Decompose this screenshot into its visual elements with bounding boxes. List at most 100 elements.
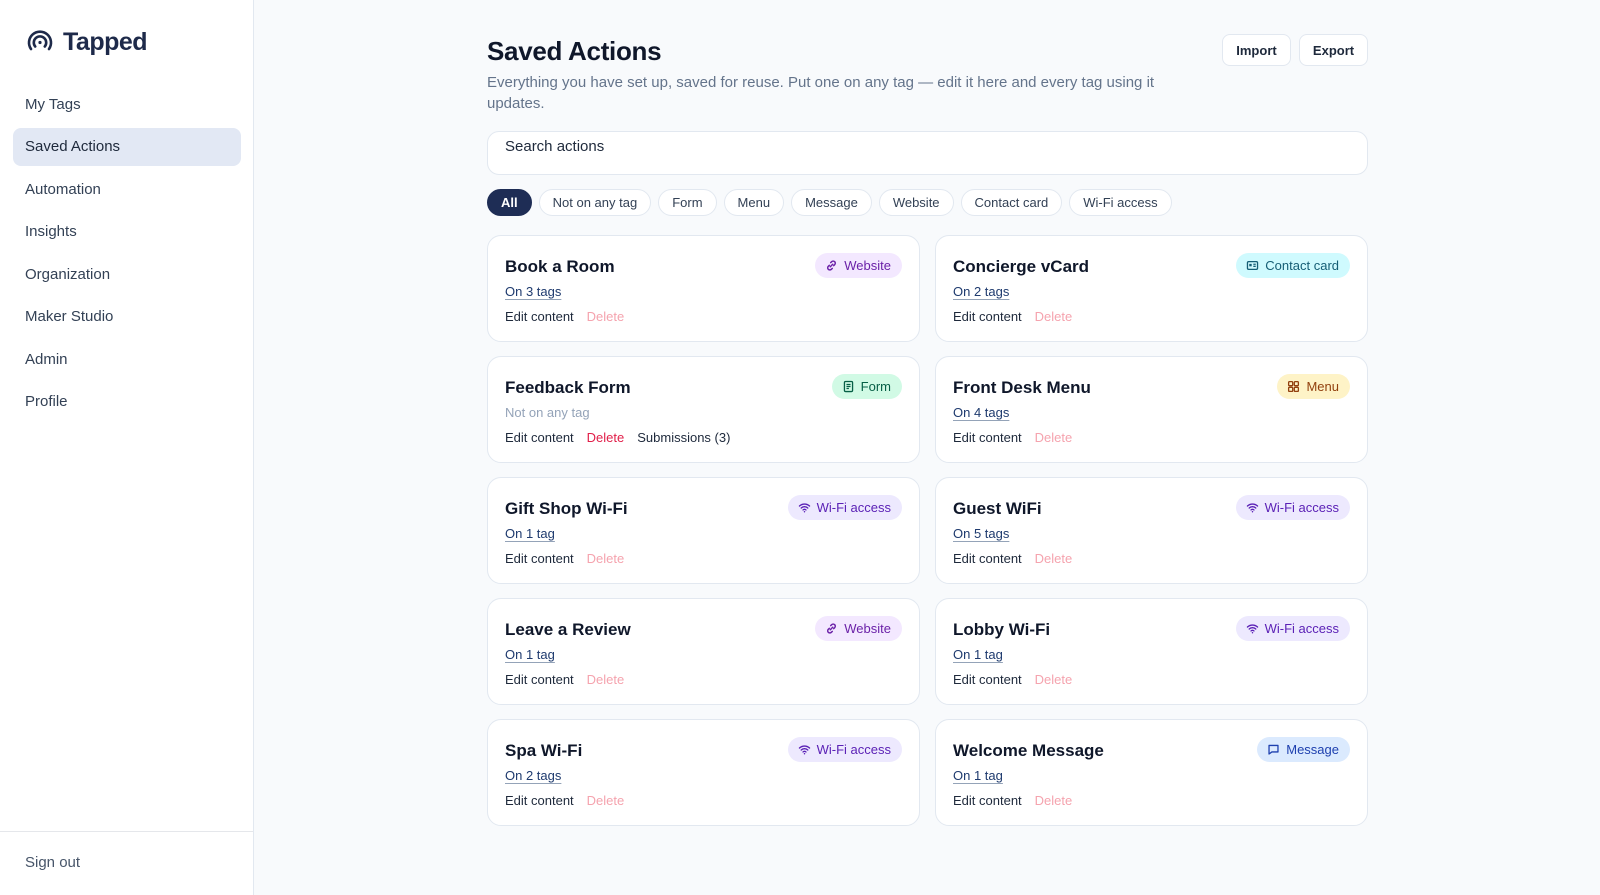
- action-type-label: Wi-Fi access: [1264, 621, 1339, 636]
- action-title: Lobby Wi-Fi: [953, 620, 1051, 639]
- page-description: Everything you have set up, saved for re…: [487, 74, 1155, 112]
- filter-chip-all[interactable]: All: [487, 189, 532, 216]
- filter-chip-form[interactable]: Form: [658, 189, 717, 216]
- action-card: Spa Wi-Fi Wi-Fi access On 2 tags Edit co…: [487, 719, 920, 826]
- delete-button[interactable]: Delete: [586, 430, 625, 445]
- filter-chips: All Not on any tag Form Menu Message Web…: [487, 189, 1172, 216]
- action-tag-count-link[interactable]: On 1 tag: [505, 647, 555, 662]
- action-type-badge: Website: [815, 616, 902, 641]
- import-button[interactable]: Import: [1222, 34, 1291, 66]
- action-tag-count-link[interactable]: On 5 tags: [953, 526, 1010, 541]
- link-icon: [827, 260, 837, 271]
- action-links: Edit content Delete: [953, 551, 1072, 566]
- sidebar-item-saved-actions[interactable]: Saved Actions: [13, 127, 241, 166]
- action-type-badge: Wi-Fi access: [1235, 495, 1350, 520]
- action-tag-count-link[interactable]: On 1 tag: [505, 526, 555, 541]
- action-card: Lobby Wi-Fi Wi-Fi access On 1 tag Edit c…: [935, 598, 1368, 705]
- submissions-button[interactable]: Submissions (3): [637, 430, 731, 445]
- edit-content-button[interactable]: Edit content: [505, 309, 574, 324]
- contact-card-icon: [1247, 260, 1259, 271]
- action-title: Book a Room: [505, 257, 615, 276]
- delete-button[interactable]: Delete: [1034, 430, 1073, 445]
- sidebar-item-profile[interactable]: Profile: [25, 393, 68, 410]
- action-tag-count-link[interactable]: On 4 tags: [953, 405, 1010, 420]
- delete-button[interactable]: Delete: [586, 309, 625, 324]
- action-links: Edit content Delete: [953, 309, 1072, 324]
- action-type-label: Website: [844, 258, 891, 273]
- sidebar-item-organization[interactable]: Organization: [25, 265, 111, 283]
- action-title: Welcome Message: [953, 741, 1104, 760]
- action-title: Front Desk Menu: [953, 378, 1091, 397]
- sidebar-item-admin[interactable]: Admin: [25, 350, 68, 368]
- filter-chip-message[interactable]: Message: [791, 189, 872, 216]
- action-links: Edit content Delete: [505, 309, 624, 324]
- wifi-icon: [1246, 624, 1258, 634]
- filter-chip-website[interactable]: Website: [878, 189, 954, 216]
- action-type-badge: Wi-Fi access: [787, 495, 902, 520]
- search-input[interactable]: [488, 132, 1367, 155]
- search-box: [487, 131, 1368, 175]
- filter-chip-wifi-access[interactable]: Wi-Fi access: [1069, 189, 1172, 216]
- action-card: Guest WiFi Wi-Fi access On 5 tags Edit c…: [935, 477, 1368, 584]
- sidebar: Tapped My Tags Saved Actions Automation …: [0, 0, 254, 895]
- action-card: Book a Room Website On 3 tags Edit conte…: [487, 235, 920, 342]
- action-card: Gift Shop Wi-Fi Wi-Fi access On 1 tag Ed…: [487, 477, 920, 584]
- edit-content-button[interactable]: Edit content: [953, 793, 1022, 808]
- edit-content-button[interactable]: Edit content: [953, 551, 1022, 566]
- edit-content-button[interactable]: Edit content: [505, 551, 574, 566]
- action-tag-count-link[interactable]: On 2 tags: [953, 284, 1010, 299]
- tapped-logo-icon: [27, 29, 53, 50]
- sidebar-item-insights[interactable]: Insights: [25, 223, 77, 240]
- action-card: Concierge vCard Contact card On 2 tags E…: [935, 235, 1368, 342]
- action-card: Welcome Message Message On 1 tag Edit co…: [935, 719, 1368, 826]
- action-links: Edit content Delete: [505, 793, 624, 808]
- action-title: Guest WiFi: [953, 499, 1042, 518]
- edit-content-button[interactable]: Edit content: [505, 672, 574, 687]
- delete-button[interactable]: Delete: [586, 551, 625, 566]
- sidebar-footer: Sign out: [0, 831, 253, 895]
- edit-content-button[interactable]: Edit content: [505, 793, 574, 808]
- action-tag-count-link[interactable]: On 3 tags: [505, 284, 562, 299]
- action-links: Edit content Delete: [953, 672, 1072, 687]
- filter-chip-menu[interactable]: Menu: [723, 189, 785, 216]
- wifi-icon: [798, 503, 810, 513]
- action-type-label: Wi-Fi access: [816, 742, 891, 757]
- wifi-icon: [1246, 503, 1258, 513]
- delete-button[interactable]: Delete: [1034, 309, 1073, 324]
- brand[interactable]: Tapped: [26, 28, 148, 57]
- filter-chip-not-on-any-tag[interactable]: Not on any tag: [538, 189, 652, 216]
- action-title: Gift Shop Wi-Fi: [505, 499, 628, 518]
- message-icon: [1268, 744, 1279, 755]
- action-links: Edit content Delete: [505, 672, 624, 687]
- edit-content-button[interactable]: Edit content: [953, 430, 1022, 445]
- action-title: Spa Wi-Fi: [505, 741, 583, 760]
- delete-button[interactable]: Delete: [1034, 793, 1073, 808]
- action-tag-count-link[interactable]: On 2 tags: [505, 768, 562, 783]
- action-links: Edit content Delete Submissions (3): [505, 430, 730, 445]
- sidebar-item-my-tags[interactable]: My Tags: [25, 95, 81, 113]
- action-tag-count-link[interactable]: On 1 tag: [953, 647, 1003, 662]
- menu-grid-icon: [1288, 380, 1300, 393]
- filter-chip-contact-card[interactable]: Contact card: [960, 189, 1063, 216]
- action-tag-count-link[interactable]: On 1 tag: [953, 768, 1003, 783]
- delete-button[interactable]: Delete: [1034, 551, 1073, 566]
- delete-button[interactable]: Delete: [586, 793, 625, 808]
- export-button[interactable]: Export: [1299, 34, 1368, 66]
- action-card: Feedback Form Form Not on any tag Edit c…: [487, 356, 920, 463]
- edit-content-button[interactable]: Edit content: [505, 430, 574, 445]
- action-type-label: Website: [844, 621, 891, 636]
- delete-button[interactable]: Delete: [586, 672, 625, 687]
- action-type-label: Contact card: [1265, 258, 1339, 273]
- sidebar-item-maker-studio[interactable]: Maker Studio: [25, 308, 114, 325]
- edit-content-button[interactable]: Edit content: [953, 672, 1022, 687]
- action-title: Leave a Review: [505, 620, 631, 639]
- sidebar-item-automation[interactable]: Automation: [25, 180, 101, 198]
- action-type-badge: Menu: [1277, 374, 1350, 399]
- action-type-label: Menu: [1306, 379, 1339, 394]
- delete-button[interactable]: Delete: [1034, 672, 1073, 687]
- edit-content-button[interactable]: Edit content: [953, 309, 1022, 324]
- sign-out-link[interactable]: Sign out: [25, 854, 81, 871]
- actions-grid: Book a Room Website On 3 tags Edit conte…: [487, 235, 1368, 826]
- action-card: Leave a Review Website On 1 tag Edit con…: [487, 598, 920, 705]
- action-type-badge: Website: [815, 253, 902, 278]
